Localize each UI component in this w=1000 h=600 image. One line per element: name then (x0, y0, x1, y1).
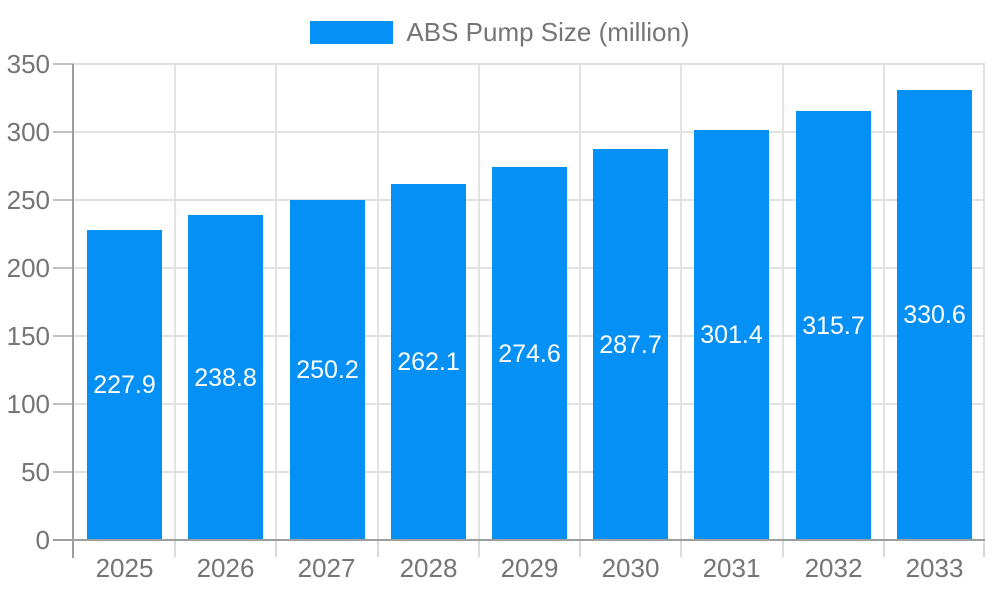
bar-value-label: 262.1 (397, 348, 460, 376)
x-axis-label: 2032 (804, 553, 863, 583)
x-axis-tick (377, 540, 379, 557)
x-axis-tick (782, 540, 784, 557)
x-axis-tick (983, 540, 985, 557)
plot-area: 227.9 238.8 250.2 262.1 274.6 287.7 301.4 315.7… (74, 63, 985, 540)
y-axis-label: 0 (35, 525, 50, 555)
y-axis-label: 150 (6, 321, 50, 351)
y-axis-tick (53, 403, 74, 405)
x-axis-label: 2030 (601, 553, 660, 583)
bar[interactable]: 274.6 (492, 167, 567, 540)
legend[interactable]: ABS Pump Size (million) (0, 17, 1000, 47)
bar[interactable]: 262.1 (391, 184, 466, 540)
bar[interactable]: 227.9 (87, 230, 162, 540)
bar[interactable]: 330.6 (897, 90, 972, 540)
x-axis-label: 2027 (297, 553, 356, 583)
x-axis-tick (883, 540, 885, 557)
bar-value-label: 238.8 (194, 363, 257, 392)
y-axis-label: 250 (6, 185, 50, 215)
horizontal-gridline (74, 131, 985, 133)
y-axis-label: 100 (6, 389, 50, 419)
bar-value-label: 315.7 (802, 311, 865, 340)
x-axis-tick (275, 540, 277, 557)
y-axis-label: 300 (6, 117, 50, 147)
x-axis-line (53, 539, 985, 541)
x-axis-tick (478, 540, 480, 557)
vertical-gridline (377, 64, 379, 540)
x-axis-tick (174, 540, 176, 557)
y-axis-tick (53, 335, 74, 337)
x-axis-tick (579, 540, 581, 557)
vertical-gridline (983, 64, 985, 540)
vertical-gridline (680, 64, 682, 540)
bar[interactable]: 287.7 (593, 149, 668, 540)
y-axis-tick (53, 131, 74, 133)
y-axis-label: 50 (21, 457, 50, 487)
bar-value-label: 274.6 (498, 339, 561, 368)
y-axis-tick (53, 199, 74, 201)
x-axis-label: 2033 (905, 553, 964, 583)
legend-swatch-icon (310, 20, 394, 44)
bar[interactable]: 238.8 (188, 215, 263, 540)
y-axis-line (72, 64, 74, 558)
vertical-gridline (174, 64, 176, 540)
bar-value-label: 287.7 (599, 330, 662, 359)
y-axis-tick (53, 63, 74, 65)
bar-value-label: 227.9 (93, 371, 156, 399)
x-axis-label: 2026 (196, 553, 255, 583)
x-axis-label: 2028 (399, 553, 458, 583)
bar-value-label: 250.2 (296, 356, 359, 384)
legend-label: ABS Pump Size (million) (406, 17, 690, 47)
horizontal-gridline (74, 63, 985, 65)
bar[interactable]: 250.2 (290, 200, 365, 540)
y-axis-label: 200 (6, 253, 50, 283)
vertical-gridline (579, 64, 581, 540)
vertical-gridline (275, 64, 277, 540)
y-axis-tick (53, 267, 74, 269)
vertical-gridline (782, 64, 784, 540)
x-axis-tick (680, 540, 682, 557)
y-axis-label: 350 (6, 49, 50, 79)
bar[interactable]: 301.4 (694, 130, 769, 540)
vertical-gridline (883, 64, 885, 540)
x-axis-label: 2025 (95, 553, 154, 583)
bar[interactable]: 315.7 (796, 111, 871, 540)
x-axis-label: 2031 (702, 553, 761, 583)
y-axis-tick (53, 471, 74, 473)
vertical-gridline (478, 64, 480, 540)
bar-value-label: 301.4 (700, 321, 763, 349)
x-axis-label: 2029 (500, 553, 559, 583)
bar-value-label: 330.6 (903, 301, 966, 329)
